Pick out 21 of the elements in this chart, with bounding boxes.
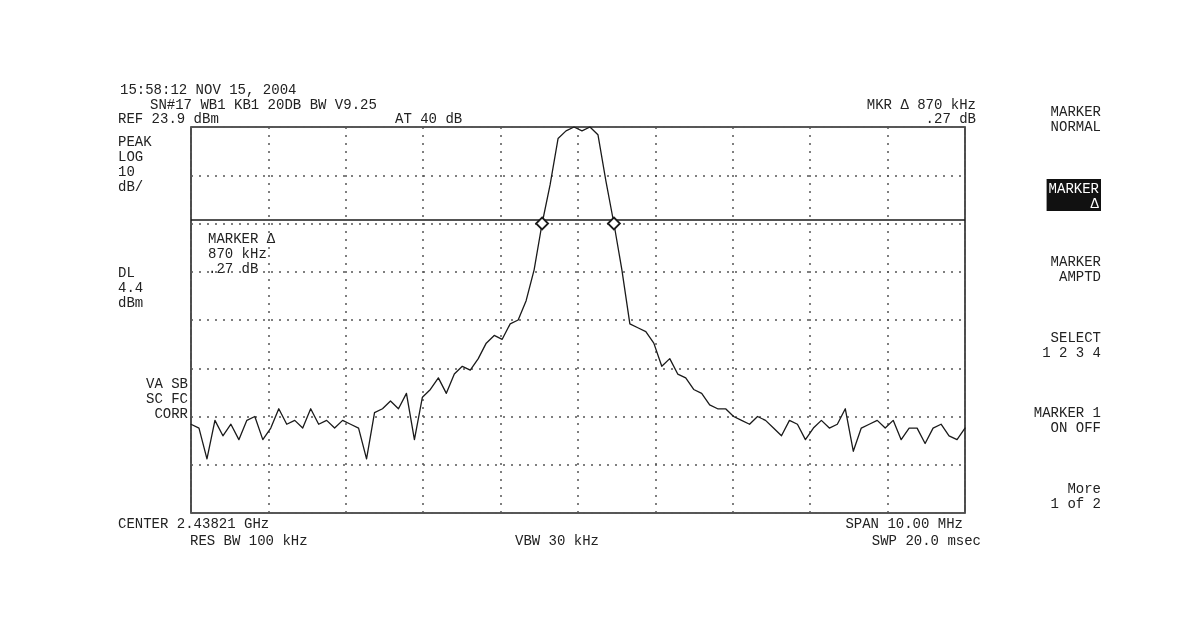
text: RES BW 100 kHz	[190, 532, 308, 549]
text: SN#17 WB1 KB1 20DB BW V9.25	[150, 96, 377, 113]
text: SELECT 1 2 3 4	[1042, 329, 1101, 361]
text: .27 dB	[925, 110, 976, 127]
text: MARKER 1 ON OFF	[1033, 404, 1101, 436]
text: 15:58:12 NOV 15, 2004	[120, 81, 297, 98]
text: VBW 30 kHz	[515, 532, 600, 549]
text: MARKER Δ	[1048, 180, 1100, 212]
text: AT 40 dB	[395, 110, 463, 127]
text: REF 23.9 dBm	[118, 110, 219, 127]
text: PEAK LOG 10 dB/	[118, 133, 153, 195]
text: More 1 of 2	[1050, 480, 1101, 512]
text: MARKER AMPTD	[1050, 253, 1102, 285]
text: DL 4.4 dBm	[118, 264, 144, 311]
text: VA SB SC FC CORR	[145, 375, 189, 422]
text: SPAN 10.00 MHz	[845, 515, 963, 532]
text: MARKER NORMAL	[1050, 103, 1102, 135]
text: MKR Δ 870 kHz	[866, 96, 976, 113]
annotation: MARKER Δ 870 kHz .27 dB	[208, 230, 276, 277]
text: CENTER 2.43821 GHz	[118, 515, 270, 532]
text: SWP 20.0 msec	[871, 532, 981, 549]
